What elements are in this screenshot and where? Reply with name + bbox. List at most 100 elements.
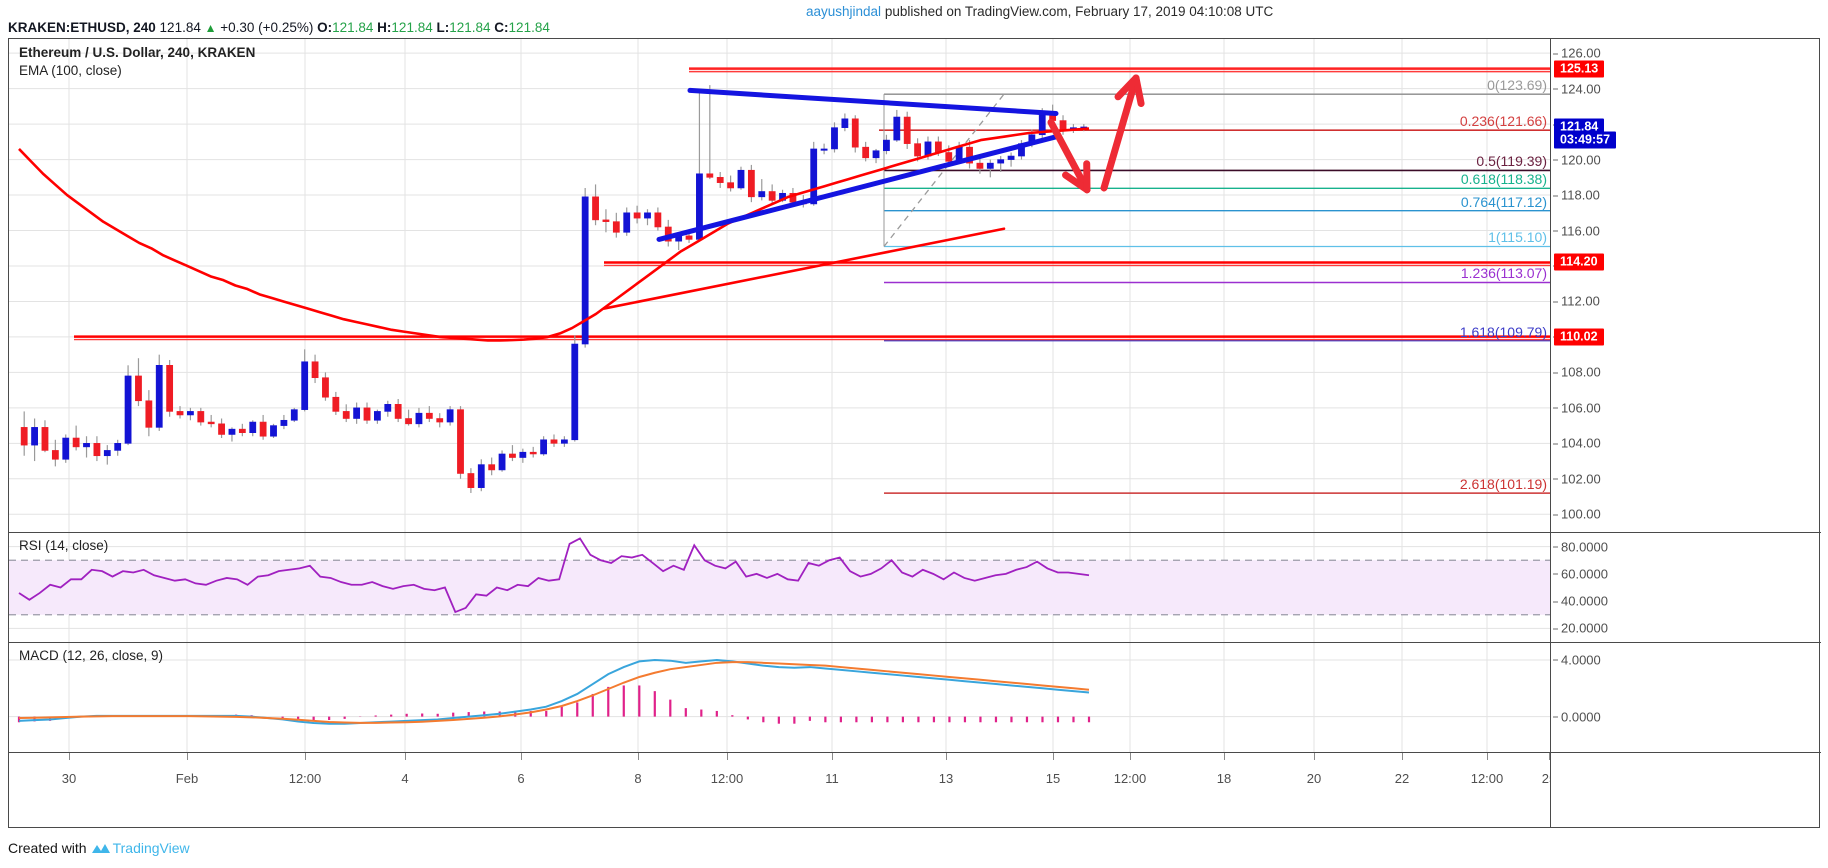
fib-level-label: 0.236(121.66)	[1459, 113, 1547, 130]
time-axis-tick-mark	[1487, 753, 1488, 760]
rsi-title: RSI (14, close)	[19, 538, 109, 553]
time-axis-tick-mark	[187, 753, 188, 760]
time-axis-tick: 25	[1541, 771, 1550, 786]
price-pane-title: Ethereum / U.S. Dollar, 240, KRAKEN	[19, 45, 256, 60]
macd-axis-tick: 0.0000	[1553, 709, 1601, 725]
price-axis-tick: 126.00	[1553, 45, 1601, 61]
time-axis-tick-mark	[1314, 753, 1315, 760]
close-label: C:	[494, 20, 509, 35]
last-price: 121.84	[159, 20, 201, 35]
publication-meta: published on TradingView.com, February 1…	[881, 4, 1274, 19]
macd-title: MACD (12, 26, close, 9)	[19, 648, 164, 663]
time-axis-tick: 12:00	[1470, 771, 1504, 786]
time-axis-tick-mark	[1053, 753, 1054, 760]
price-svg	[9, 39, 1550, 532]
price-axis-tick: 100.00	[1553, 506, 1601, 522]
open-value: 121.84	[332, 20, 374, 35]
price-plot-area[interactable]: 0(123.69) 0.236(121.66) 0.5(119.39) 0.618(1…	[9, 39, 1550, 532]
macd-scale: 4.0000 0.0000	[1550, 643, 1820, 752]
rsi-svg	[9, 533, 1550, 642]
price-tag[interactable]: 110.02	[1554, 328, 1604, 346]
time-axis-tick: 4	[401, 771, 409, 786]
time-axis-tick-mark	[638, 753, 639, 760]
time-axis-tick: Feb	[175, 771, 199, 786]
time-axis-tick: 8	[634, 771, 642, 786]
price-axis-tick: 102.00	[1553, 471, 1601, 487]
time-axis-corner	[1550, 753, 1820, 827]
publication-line: aayushjindal published on TradingView.co…	[806, 4, 1273, 19]
chart-header: aayushjindal published on TradingView.co…	[0, 0, 1828, 38]
time-axis-tick: 22	[1394, 771, 1410, 786]
fib-level-label: 2.618(101.19)	[1459, 476, 1547, 493]
symbol-label: KRAKEN:ETHUSD, 240	[8, 20, 156, 35]
time-axis-tick-mark	[405, 753, 406, 760]
rsi-axis-tick: 80.0000	[1553, 539, 1608, 555]
price-axis-tick: 112.00	[1553, 293, 1600, 309]
price-tag[interactable]: 125.13	[1554, 60, 1605, 78]
fib-level-label: 0.764(117.12)	[1460, 193, 1547, 210]
time-axis-tick: 18	[1216, 771, 1232, 786]
high-value: 121.84	[391, 20, 433, 35]
open-label: O:	[317, 20, 333, 35]
price-axis-tick: 104.00	[1553, 435, 1601, 451]
tradingview-brand: TradingView	[112, 840, 190, 856]
rsi-scale: 80.0000 60.0000 40.0000 20.0000	[1550, 533, 1820, 642]
price-axis-tick: 120.00	[1553, 152, 1601, 168]
attribution-prefix: Created with	[8, 840, 87, 856]
tradingview-logo-icon	[91, 842, 111, 859]
rsi-plot-area[interactable]	[9, 533, 1550, 642]
high-label: H:	[377, 20, 392, 35]
time-axis-tick: 13	[938, 771, 954, 786]
time-axis-tick: 15	[1045, 771, 1061, 786]
time-axis-tick: 30	[61, 771, 77, 786]
fib-level-label: 1(115.10)	[1488, 229, 1547, 246]
time-axis-tick: 20	[1306, 771, 1322, 786]
time-axis-tick: 6	[517, 771, 525, 786]
time-axis-tick-mark	[69, 753, 70, 760]
price-axis-tick: 106.00	[1553, 400, 1601, 416]
fib-level-label: 1.618(109.79)	[1459, 323, 1547, 340]
macd-pane[interactable]: 4.0000 0.0000 MACD (12, 26, close, 9)	[9, 643, 1821, 753]
price-change: +0.30 (+0.25%)	[220, 20, 314, 35]
time-axis-tick-mark	[946, 753, 947, 760]
time-axis-tick-mark	[1402, 753, 1403, 760]
ema-study-label: EMA (100, close)	[19, 63, 122, 78]
time-axis-tick: 12:00	[710, 771, 744, 786]
up-triangle-icon: ▲	[204, 21, 217, 35]
ticker-quote-line: KRAKEN:ETHUSD, 240 121.84 ▲ +0.30 (+0.25…	[8, 20, 550, 35]
time-axis-area[interactable]: 30 Feb 12:00 4 6 8 12:00 11 13 15 12:00 18 20 22 12:00…	[9, 753, 1550, 827]
price-pane[interactable]: 0(123.69) 0.236(121.66) 0.5(119.39) 0.618(1…	[9, 39, 1821, 533]
price-axis-tick: 116.00	[1553, 223, 1600, 239]
macd-svg	[9, 643, 1550, 752]
time-axis-tick: 12:00	[288, 771, 322, 786]
time-axis-tick-mark	[1130, 753, 1131, 760]
price-axis-tick: 118.00	[1553, 187, 1600, 203]
author-name: aayushjindal	[806, 4, 882, 19]
macd-axis-tick: 4.0000	[1553, 652, 1601, 668]
macd-plot-area[interactable]	[9, 643, 1550, 752]
price-tag[interactable]: 121.84	[1554, 118, 1605, 136]
rsi-pane[interactable]: 80.0000 60.0000 40.0000 20.0000 RSI (14, cl…	[9, 533, 1821, 643]
price-scale[interactable]: 126.00124.00122.00120.00118.00116.00114.…	[1550, 39, 1820, 532]
low-value: 121.84	[449, 20, 491, 35]
time-axis-pane[interactable]: 30 Feb 12:00 4 6 8 12:00 11 13 15 12:00 18 20 22 12:00…	[9, 753, 1821, 827]
close-value: 121.84	[508, 20, 550, 35]
time-axis-tick-mark	[1549, 753, 1550, 760]
low-label: L:	[436, 20, 450, 35]
rsi-axis-tick: 20.0000	[1553, 620, 1608, 636]
price-axis-tick: 124.00	[1553, 81, 1601, 97]
time-axis-tick-mark	[832, 753, 833, 760]
fib-level-label: 1.236(113.07)	[1460, 265, 1547, 282]
time-axis-tick-mark	[521, 753, 522, 760]
fib-level-label: 0.618(118.38)	[1460, 171, 1547, 188]
price-axis-tick: 108.00	[1553, 364, 1601, 380]
chart-frame[interactable]: 0(123.69) 0.236(121.66) 0.5(119.39) 0.618(1…	[8, 38, 1821, 828]
time-axis-tick: 12:00	[1113, 771, 1147, 786]
fib-level-label: 0.5(119.39)	[1476, 153, 1547, 170]
price-tag[interactable]: 03:49:57	[1554, 131, 1617, 149]
price-tag[interactable]: 114.20	[1554, 253, 1604, 271]
attribution: Created with TradingView	[8, 840, 190, 859]
rsi-axis-tick: 40.0000	[1553, 593, 1608, 609]
time-axis-tick-mark	[305, 753, 306, 760]
rsi-axis-tick: 60.0000	[1553, 566, 1608, 582]
